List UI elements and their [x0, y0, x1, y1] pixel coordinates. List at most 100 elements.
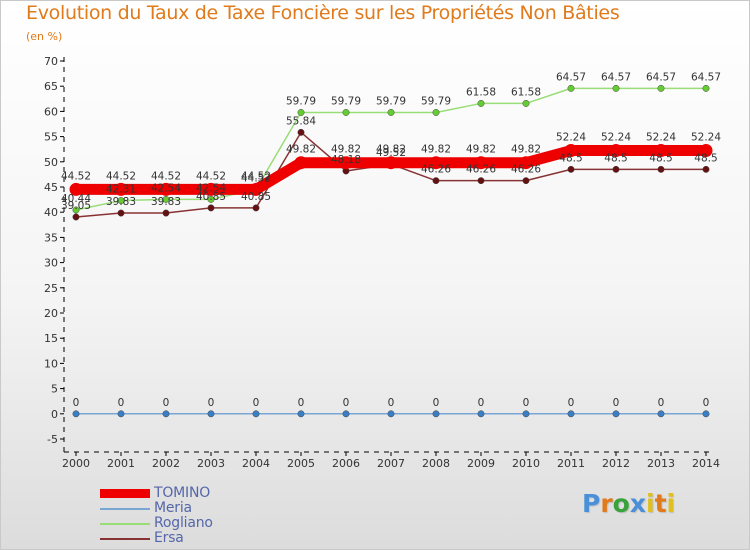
data-point-tomino: [384, 156, 398, 170]
data-point-ersa: [612, 165, 620, 173]
data-point-tomino: [654, 144, 668, 158]
x-tick-label: 2011: [557, 457, 585, 470]
data-point-ersa: [297, 128, 305, 136]
logo-letter: o: [612, 489, 630, 518]
data-label-meria: 0: [253, 397, 260, 409]
x-tick-label: 2004: [242, 457, 270, 470]
data-point-tomino: [519, 156, 533, 170]
y-tick-label: 35: [44, 231, 58, 244]
data-point-tomino: [339, 156, 353, 170]
series-meria: [72, 410, 710, 418]
data-label-ersa: 39.83: [151, 196, 181, 208]
legend-swatch-meria: [100, 508, 150, 510]
data-label-meria: 0: [208, 397, 215, 409]
y-tick-label: 60: [44, 105, 58, 118]
data-point-meria: [207, 410, 215, 418]
chart-subtitle: (en %): [26, 30, 63, 43]
legend-swatch-ersa: [100, 538, 150, 540]
data-point-rogliano: [702, 84, 710, 92]
axes: -5 0 5 10 15 20 25 30 35 40 45 50 55 60 65 70 2000 2001 20…: [44, 55, 720, 470]
data-label-tomino: 49.82: [511, 144, 541, 156]
data-label-meria: 0: [298, 397, 305, 409]
data-label-tomino: 44.52: [196, 170, 226, 182]
x-tick-label: 2002: [152, 457, 180, 470]
data-label-ersa: 48.5: [604, 152, 627, 164]
data-label-rogliano: 61.58: [511, 86, 541, 98]
data-point-rogliano: [117, 197, 125, 205]
data-point-ersa: [117, 209, 125, 217]
data-point-ersa: [477, 177, 485, 185]
data-label-ersa: 55.84: [286, 115, 316, 127]
logo-letter: i: [646, 489, 655, 518]
data-label-tomino: 52.24: [691, 132, 721, 144]
data-label-rogliano: 64.57: [646, 71, 676, 83]
legend-item-tomino: TOMINO: [100, 485, 300, 501]
data-point-ersa: [207, 204, 215, 212]
data-point-meria: [117, 410, 125, 418]
data-point-meria: [72, 410, 80, 418]
y-tick-label: 0: [51, 408, 58, 421]
x-tick-label: 2007: [377, 457, 405, 470]
data-label-meria: 0: [703, 397, 710, 409]
x-tick-label: 2013: [647, 457, 675, 470]
legend-item-meria: Meria: [100, 500, 300, 516]
y-tick-label: 65: [44, 80, 58, 93]
y-tick-label: 25: [44, 282, 58, 295]
y-tick-label: 5: [51, 383, 58, 396]
data-point-tomino: [294, 156, 308, 170]
data-point-ersa: [657, 165, 665, 173]
data-point-ersa: [72, 213, 80, 221]
data-point-meria: [432, 410, 440, 418]
x-tick-label: 2000: [62, 457, 90, 470]
data-point-rogliano: [477, 99, 485, 107]
data-point-meria: [567, 410, 575, 418]
data-label-rogliano: 64.57: [691, 71, 721, 83]
data-point-ersa: [567, 165, 575, 173]
data-point-meria: [342, 410, 350, 418]
chart-title: Evolution du Taux de Taxe Foncière sur l…: [26, 2, 620, 24]
data-label-ersa: 40.85: [196, 191, 226, 203]
data-point-rogliano: [567, 84, 575, 92]
data-point-tomino: [159, 182, 173, 196]
data-point-ersa: [252, 204, 260, 212]
data-label-meria: 0: [118, 397, 125, 409]
x-tick-label: 2009: [467, 457, 495, 470]
data-label-meria: 0: [163, 397, 170, 409]
data-label-meria: 0: [568, 397, 575, 409]
data-label-tomino: 44.52: [106, 170, 136, 182]
data-label-tomino: 44.52: [241, 170, 271, 182]
x-tick-label: 2008: [422, 457, 450, 470]
data-label-meria: 0: [343, 397, 350, 409]
legend-item-ersa: Ersa: [100, 530, 300, 546]
data-label-ersa: 40.85: [241, 191, 271, 203]
data-point-rogliano: [657, 84, 665, 92]
data-label-rogliano: 59.79: [331, 95, 361, 107]
data-point-rogliano: [162, 195, 170, 203]
data-point-rogliano: [612, 84, 620, 92]
y-tick-label: 20: [44, 307, 58, 320]
data-label-rogliano: 64.57: [556, 71, 586, 83]
logo-letter: t: [654, 489, 667, 518]
data-point-ersa: [162, 209, 170, 217]
data-point-meria: [387, 410, 395, 418]
data-point-ersa: [702, 165, 710, 173]
legend-swatch-rogliano: [100, 523, 150, 525]
data-label-ersa: 49.52: [376, 147, 406, 159]
data-point-tomino: [69, 182, 83, 196]
data-label-rogliano: 40.44: [61, 193, 91, 205]
data-label-meria: 0: [613, 397, 620, 409]
data-label-meria: 0: [433, 397, 440, 409]
data-point-rogliano: [387, 109, 395, 116]
data-point-meria: [702, 410, 710, 418]
data-label-rogliano: 44.52: [241, 172, 271, 184]
data-label-rogliano: 59.79: [286, 95, 316, 107]
data-point-tomino: [204, 182, 218, 196]
data-label-tomino: 52.24: [556, 132, 586, 144]
legend-label-rogliano: Rogliano: [154, 515, 213, 531]
data-point-meria: [522, 410, 530, 418]
x-tick-label: 2010: [512, 457, 540, 470]
x-tick-label: 2012: [602, 457, 630, 470]
data-label-tomino: 52.24: [601, 132, 631, 144]
